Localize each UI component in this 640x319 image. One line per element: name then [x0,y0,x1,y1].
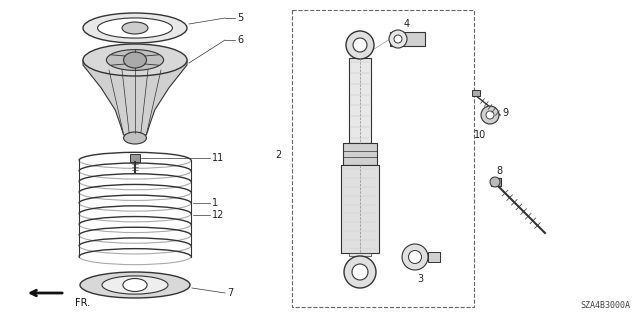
Polygon shape [83,60,187,135]
Bar [343,143,377,165]
Text: 8: 8 [496,166,502,176]
Ellipse shape [124,132,147,144]
Ellipse shape [346,31,374,59]
Ellipse shape [486,111,494,119]
Ellipse shape [408,250,422,263]
Text: SZA4B3000A: SZA4B3000A [580,301,630,310]
Text: 10: 10 [474,130,486,140]
Ellipse shape [352,264,368,280]
Ellipse shape [490,177,500,187]
Text: 7: 7 [227,288,233,298]
Text: 1: 1 [212,197,218,207]
Ellipse shape [389,30,407,48]
Ellipse shape [481,106,499,124]
Bar [428,252,440,262]
Ellipse shape [83,13,187,43]
Text: 2: 2 [276,150,282,160]
Ellipse shape [80,272,190,298]
Ellipse shape [106,49,164,70]
Text: 11: 11 [212,153,224,163]
Ellipse shape [353,38,367,52]
Text: 3: 3 [417,274,423,284]
Bar [130,154,140,162]
Text: 9: 9 [502,108,508,118]
Bar [491,178,501,186]
Bar [349,253,371,256]
Ellipse shape [122,22,148,34]
Ellipse shape [102,276,168,294]
Text: FR.: FR. [75,298,90,308]
Ellipse shape [124,52,147,68]
Ellipse shape [344,256,376,288]
Text: 6: 6 [237,35,243,45]
Bar [390,32,425,46]
Ellipse shape [83,44,187,76]
Bar [349,58,371,143]
Text: 12: 12 [212,210,225,219]
Bar [292,10,474,307]
Ellipse shape [402,244,428,270]
Text: 4: 4 [404,19,410,29]
Bar [341,165,379,253]
Ellipse shape [123,278,147,292]
Ellipse shape [394,35,402,43]
Ellipse shape [97,18,172,38]
Text: 5: 5 [237,13,243,23]
Bar [472,90,480,96]
